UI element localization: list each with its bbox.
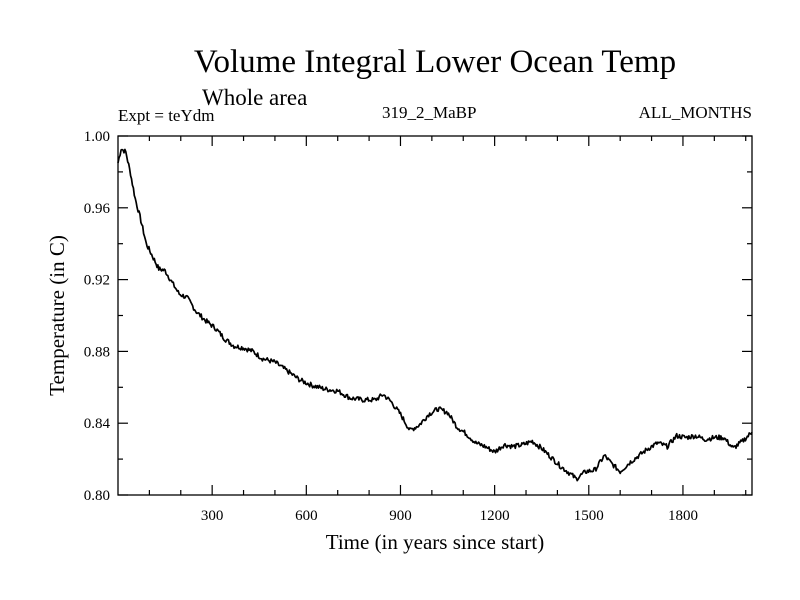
x-tick-label: 300	[201, 508, 224, 524]
chart-title: Volume Integral Lower Ocean Temp	[193, 44, 677, 80]
axis-ticks	[118, 135, 752, 496]
run-label: 319_2_MaBP	[382, 103, 477, 122]
y-tick-label: 0.84	[84, 416, 111, 432]
chart-subtitle: Whole area	[202, 85, 308, 110]
experiment-label: Expt = teYdm	[118, 106, 215, 125]
x-tick-label: 900	[389, 508, 412, 524]
y-axis-label: Temperature (in C)	[45, 235, 69, 396]
x-tick-label: 1200	[480, 508, 510, 524]
y-tick-label: 0.80	[84, 488, 110, 504]
axis-tick-labels: 300 600 900 1200 1500 1800 0.80 0.84 0.88 0.92 0.9…	[84, 129, 698, 524]
y-tick-label: 1.00	[84, 129, 110, 145]
x-tick-label: 1800	[668, 508, 698, 524]
months-label: ALL_MONTHS	[638, 103, 752, 122]
series-line	[117, 148, 753, 482]
x-tick-label: 600	[295, 508, 318, 524]
x-axis-label: Time (in years since start)	[326, 530, 545, 554]
y-tick-label: 0.92	[84, 273, 110, 289]
y-tick-label: 0.96	[84, 201, 111, 217]
y-tick-label: 0.88	[84, 344, 110, 360]
x-tick-label: 1500	[574, 508, 604, 524]
plot-frame	[117, 135, 753, 496]
